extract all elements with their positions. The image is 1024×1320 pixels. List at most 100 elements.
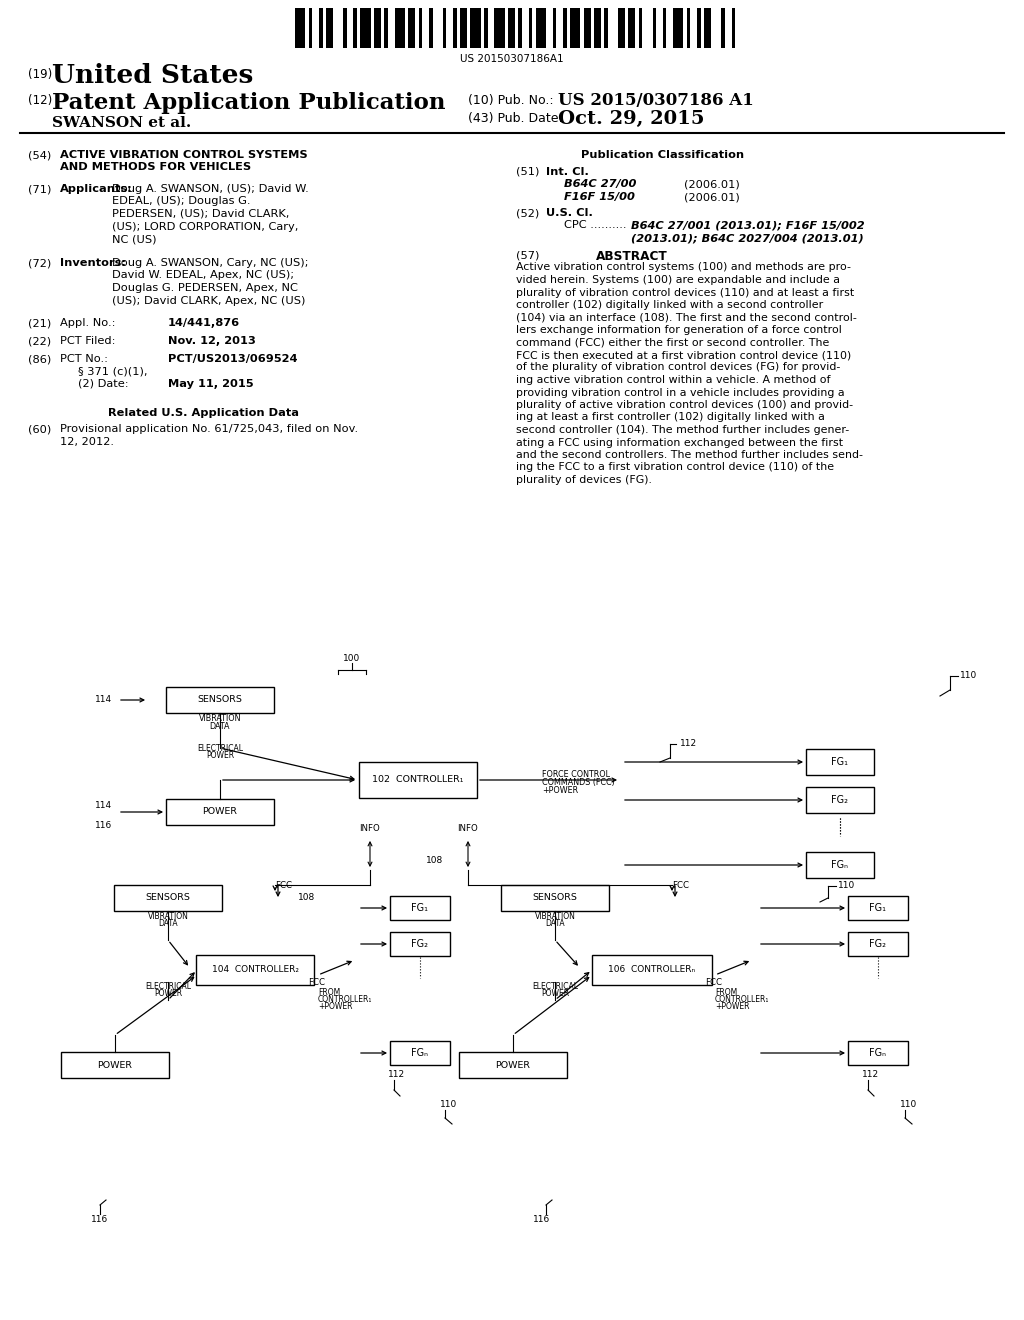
Text: FCC: FCC <box>275 880 292 890</box>
Text: FORCE CONTROL: FORCE CONTROL <box>542 770 610 779</box>
Bar <box>806 748 874 775</box>
Text: 114: 114 <box>95 800 112 809</box>
Text: (2006.01): (2006.01) <box>684 191 739 202</box>
Bar <box>166 686 274 713</box>
Text: command (FCC) either the first or second controller. The: command (FCC) either the first or second… <box>516 338 829 347</box>
Text: ating a FCC using information exchanged between the first: ating a FCC using information exchanged … <box>516 437 843 447</box>
Bar <box>390 896 450 920</box>
Text: (52): (52) <box>516 209 540 218</box>
Text: (51): (51) <box>516 168 540 177</box>
Bar <box>390 932 450 956</box>
Bar <box>528 8 532 48</box>
Text: Doug A. SWANSON, (US); David W.: Doug A. SWANSON, (US); David W. <box>112 183 309 194</box>
Bar <box>495 8 505 48</box>
Bar <box>663 8 667 48</box>
Text: ELECTRICAL: ELECTRICAL <box>145 982 191 991</box>
Bar <box>442 8 446 48</box>
Text: Appl. No.:: Appl. No.: <box>60 318 126 327</box>
Text: (104) via an interface (108). The first and the second control-: (104) via an interface (108). The first … <box>516 313 857 322</box>
Text: (22): (22) <box>28 337 51 346</box>
Text: INFO: INFO <box>359 824 380 833</box>
Text: SWANSON et al.: SWANSON et al. <box>52 116 191 129</box>
Text: (43) Pub. Date:: (43) Pub. Date: <box>468 112 563 125</box>
Text: 116: 116 <box>534 1214 551 1224</box>
Bar <box>563 8 566 48</box>
Bar <box>459 1052 567 1078</box>
Text: ing the FCC to a first vibration control device (110) of the: ing the FCC to a first vibration control… <box>516 462 835 473</box>
Bar <box>470 8 480 48</box>
Text: 112: 112 <box>388 1071 406 1078</box>
Text: lers exchange information for generation of a force control: lers exchange information for generation… <box>516 325 842 335</box>
Bar <box>731 8 735 48</box>
Bar <box>618 8 625 48</box>
Text: 100: 100 <box>343 653 360 663</box>
Text: POWER: POWER <box>154 989 182 998</box>
Text: 108: 108 <box>426 855 443 865</box>
Text: May 11, 2015: May 11, 2015 <box>168 379 254 389</box>
Bar <box>429 8 432 48</box>
Bar <box>673 8 683 48</box>
Bar <box>806 851 874 878</box>
Text: VIBRATION: VIBRATION <box>199 714 242 723</box>
Bar <box>629 8 635 48</box>
Bar <box>460 8 467 48</box>
Bar <box>114 884 222 911</box>
Text: 102  CONTROLLER₁: 102 CONTROLLER₁ <box>373 776 464 784</box>
Text: VIBRATION: VIBRATION <box>535 912 575 921</box>
Text: FG₂: FG₂ <box>869 939 887 949</box>
Bar <box>705 8 711 48</box>
Text: +POWER: +POWER <box>318 1002 352 1011</box>
Bar <box>721 8 725 48</box>
Text: 110: 110 <box>440 1100 458 1109</box>
Bar <box>594 8 601 48</box>
Text: POWER: POWER <box>541 989 569 998</box>
Text: 108: 108 <box>298 892 315 902</box>
Text: 116: 116 <box>95 821 112 829</box>
Text: and the second controllers. The method further includes send-: and the second controllers. The method f… <box>516 450 863 459</box>
Text: FCC is then executed at a first vibration control device (110): FCC is then executed at a first vibratio… <box>516 350 851 360</box>
Bar <box>592 954 712 985</box>
Text: FGₙ: FGₙ <box>831 861 849 870</box>
Text: (2) Date:: (2) Date: <box>78 379 129 389</box>
Text: B64C 27/001 (2013.01); F16F 15/002: B64C 27/001 (2013.01); F16F 15/002 <box>631 220 864 231</box>
Text: FG₁: FG₁ <box>412 903 428 913</box>
Text: § 371 (c)(1),: § 371 (c)(1), <box>78 367 147 376</box>
Bar <box>360 8 371 48</box>
Text: Active vibration control systems (100) and methods are pro-: Active vibration control systems (100) a… <box>516 263 851 272</box>
Bar <box>604 8 608 48</box>
Text: Provisional application No. 61/725,043, filed on Nov.: Provisional application No. 61/725,043, … <box>60 424 358 434</box>
Text: Nov. 12, 2013: Nov. 12, 2013 <box>168 337 256 346</box>
Bar <box>484 8 487 48</box>
Bar <box>196 954 314 985</box>
Text: AND METHODS FOR VEHICLES: AND METHODS FOR VEHICLES <box>60 162 251 173</box>
Bar <box>166 799 274 825</box>
Text: (54): (54) <box>28 150 51 160</box>
Text: (71): (71) <box>28 183 51 194</box>
Bar <box>652 8 656 48</box>
Text: US 20150307186A1: US 20150307186A1 <box>460 54 564 63</box>
Bar <box>501 884 609 911</box>
Text: (US); David CLARK, Apex, NC (US): (US); David CLARK, Apex, NC (US) <box>112 296 305 305</box>
Bar <box>697 8 700 48</box>
Text: 14/441,876: 14/441,876 <box>168 318 240 327</box>
Text: COMMANDS (FCC): COMMANDS (FCC) <box>542 777 614 787</box>
Text: DATA: DATA <box>158 919 178 928</box>
Bar <box>409 8 416 48</box>
Bar <box>343 8 346 48</box>
Text: second controller (104). The method further includes gener-: second controller (104). The method furt… <box>516 425 849 436</box>
Text: SENSORS: SENSORS <box>532 894 578 903</box>
Text: (19): (19) <box>28 69 52 81</box>
Text: FGₙ: FGₙ <box>869 1048 887 1059</box>
Text: B64C 27/00: B64C 27/00 <box>564 180 636 190</box>
Bar <box>61 1052 169 1078</box>
Text: ing at least a first controller (102) digitally linked with a: ing at least a first controller (102) di… <box>516 412 825 422</box>
Text: +POWER: +POWER <box>715 1002 750 1011</box>
Text: Applicants:: Applicants: <box>60 183 133 194</box>
Text: 110: 110 <box>838 882 855 891</box>
Bar <box>319 8 323 48</box>
Text: POWER: POWER <box>203 808 238 817</box>
Bar <box>518 8 522 48</box>
Bar <box>353 8 357 48</box>
Text: FGₙ: FGₙ <box>412 1048 428 1059</box>
Text: Related U.S. Application Data: Related U.S. Application Data <box>108 408 299 418</box>
